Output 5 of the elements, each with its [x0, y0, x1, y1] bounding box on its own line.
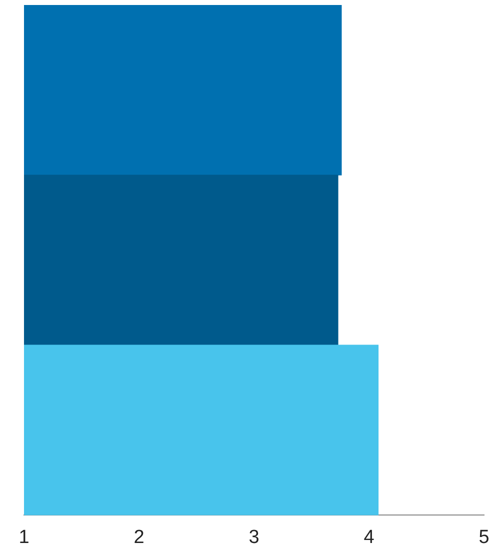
x-tick-label: 1	[18, 526, 30, 548]
x-tick-label: 3	[248, 526, 260, 548]
x-tick-label: 2	[134, 526, 144, 548]
x-tick-label: 4	[364, 526, 375, 548]
x-tick-label: 5	[478, 526, 490, 548]
